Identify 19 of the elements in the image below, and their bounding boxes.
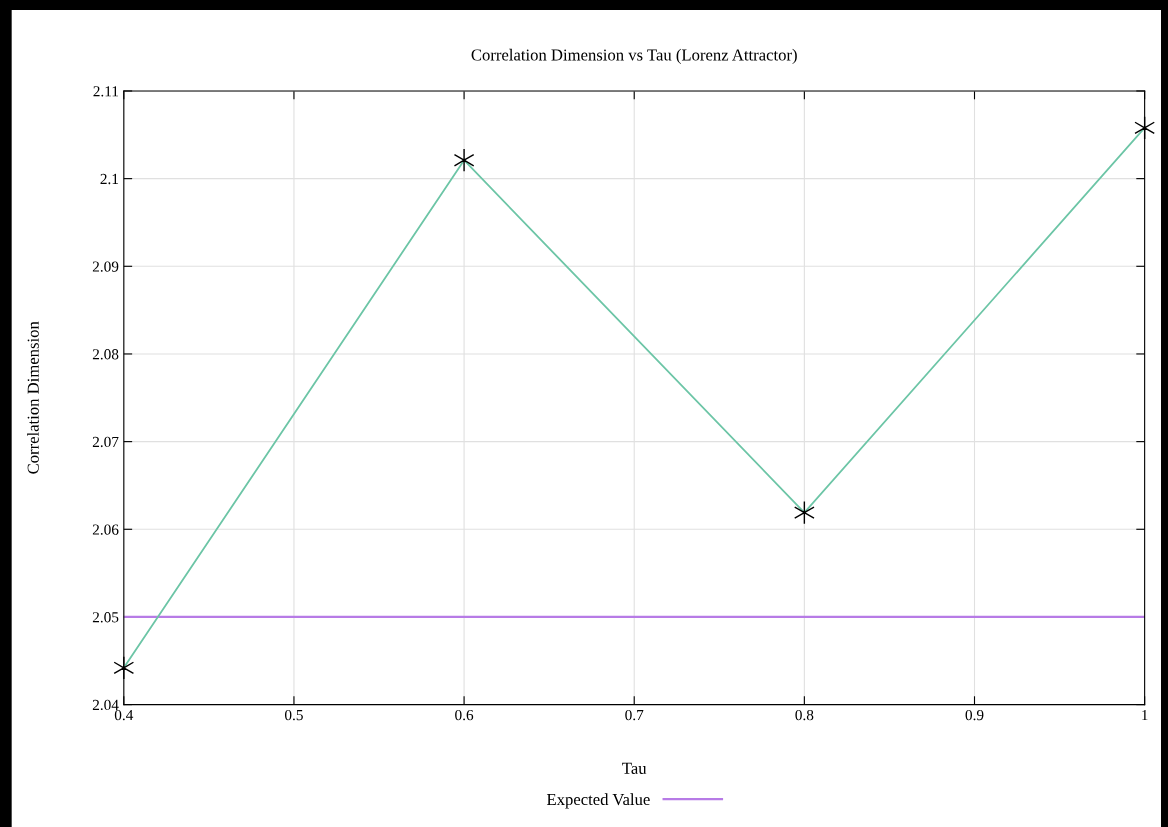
y-tick-label: 2.08 <box>92 349 119 360</box>
x-tick-label: 0.4 <box>114 709 134 721</box>
x-tick-label: 0.5 <box>284 709 303 721</box>
x-tick-label: 0.7 <box>625 709 644 721</box>
x-tick-label: 0.6 <box>455 709 474 721</box>
x-axis-title: Tau <box>622 762 647 774</box>
x-tick-label: 1 <box>1142 709 1148 721</box>
y-tick-label: 2.1 <box>100 173 119 185</box>
y-tick-label: 2.07 <box>92 436 119 448</box>
y-axis-title: Correlation Dimension <box>27 321 39 474</box>
y-tick-label: 2.05 <box>92 612 119 623</box>
y-tick-label: 2.04 <box>92 699 119 711</box>
x-tick-label: 0.8 <box>795 709 814 721</box>
x-tick-label: 0.9 <box>965 709 984 721</box>
y-tick-label: 2.09 <box>92 261 119 272</box>
chart-title: Correlation Dimension vs Tau (Lorenz Attractor) <box>471 48 797 64</box>
y-tick-label: 2.06 <box>92 524 119 535</box>
legend-label: Expected Value <box>546 793 650 809</box>
y-tick-label: 2.11 <box>93 86 119 97</box>
